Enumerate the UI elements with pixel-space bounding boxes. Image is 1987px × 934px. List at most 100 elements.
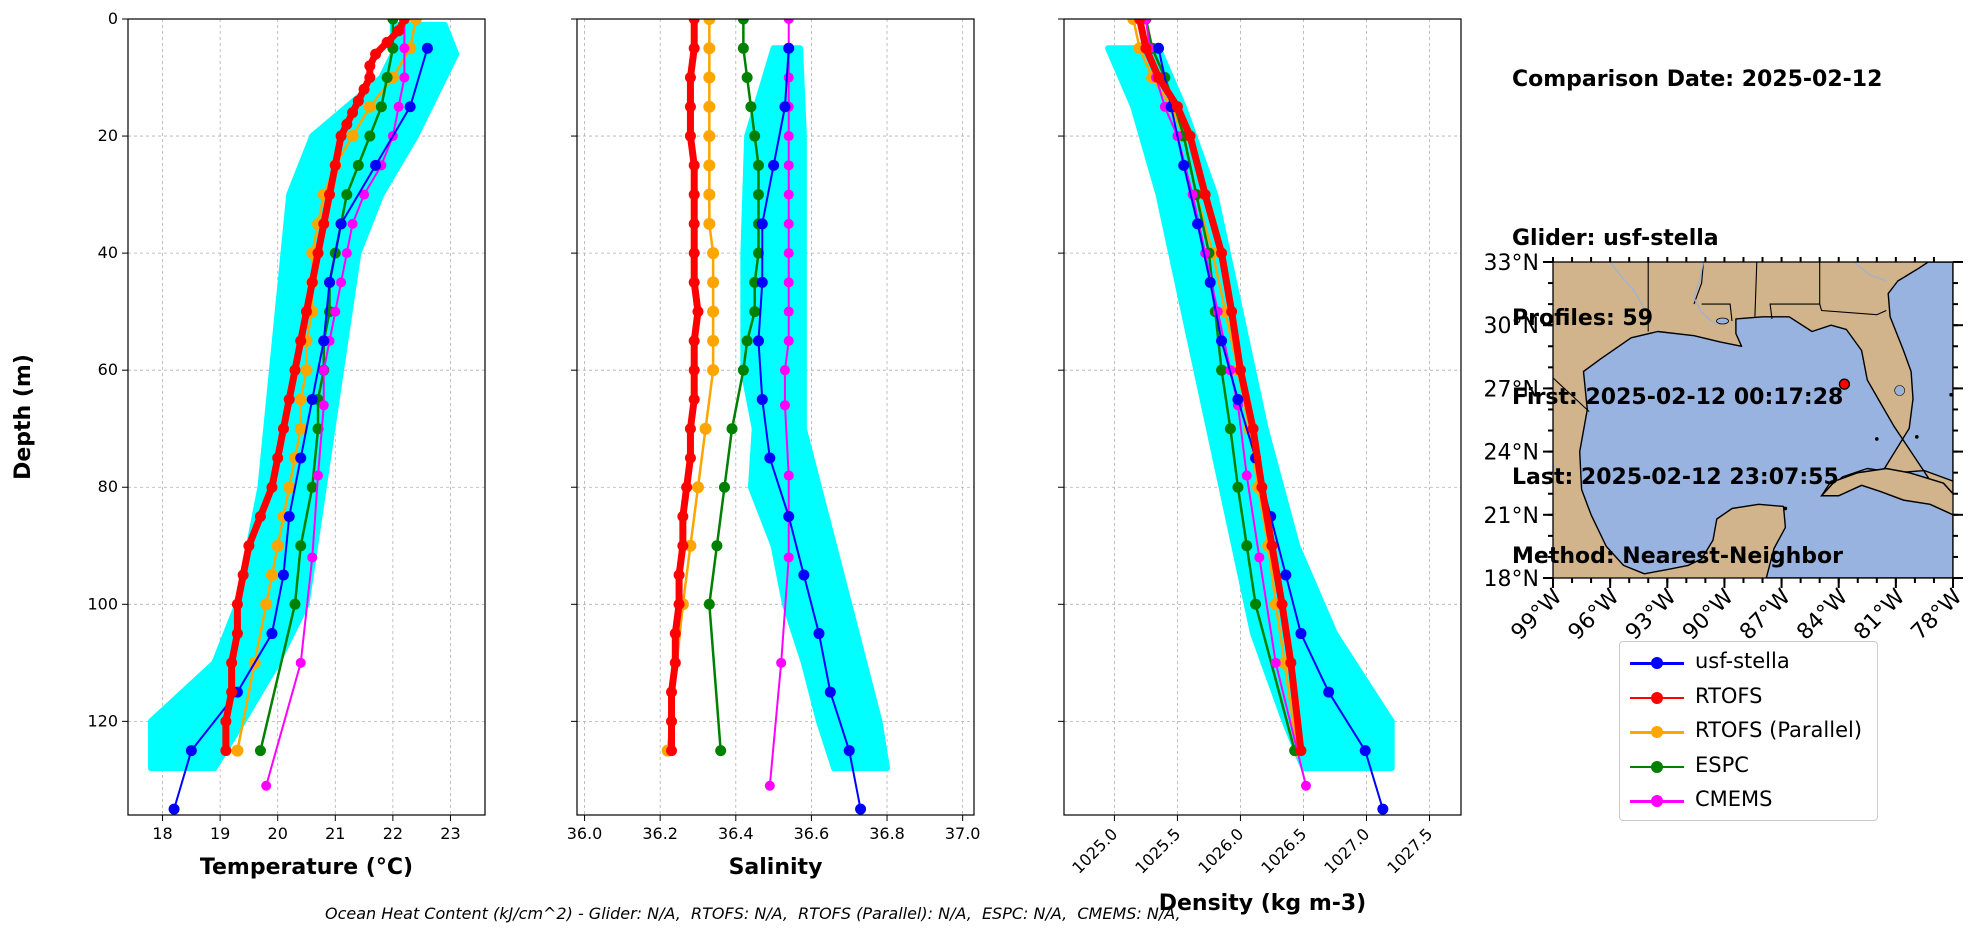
data-point [1140, 42, 1152, 54]
legend-item: RTOFS [1620, 683, 1877, 713]
gulf-of-mexico [1578, 262, 1953, 578]
island [1875, 437, 1879, 441]
data-point [673, 598, 685, 610]
axes-frame [576, 18, 975, 816]
data-point [666, 686, 678, 698]
data-point [726, 423, 738, 435]
data-point [266, 481, 278, 493]
data-point [358, 83, 370, 95]
y-tick-label: 60 [98, 360, 118, 379]
data-point [398, 19, 410, 25]
data-point [737, 19, 749, 25]
lat-label: 27°N [1484, 377, 1539, 402]
data-point [703, 159, 716, 172]
first-time: First: 2025-02-12 00:17:28 [1512, 385, 1844, 410]
data-point [220, 745, 232, 757]
river [1853, 262, 1887, 282]
data-point [783, 160, 794, 171]
data-point [688, 19, 700, 25]
data-point [254, 745, 266, 757]
data-point [684, 423, 696, 435]
axes-frame [1063, 18, 1462, 816]
data-point [749, 130, 761, 142]
data-point [364, 60, 376, 72]
x-tick-label: 36.8 [869, 824, 905, 843]
series-espc [703, 19, 764, 757]
data-point [688, 364, 700, 376]
data-point [1232, 481, 1244, 493]
data-point [703, 19, 716, 25]
data-point [703, 217, 716, 230]
data-point [237, 569, 249, 581]
data-point [330, 306, 341, 317]
plot-area [148, 19, 460, 815]
river [1553, 463, 1562, 478]
data-point [1134, 19, 1146, 25]
data-point [813, 628, 825, 640]
data-point [295, 657, 306, 668]
legend-label: usf-stella [1695, 649, 1790, 673]
data-point [699, 422, 712, 435]
profile-count: Profiles: 59 [1512, 305, 1654, 331]
series-line [757, 48, 862, 810]
series-cmems [261, 19, 410, 791]
data-point [1216, 364, 1228, 376]
y-tick-label: 0 [108, 9, 118, 28]
x-tick-label: 1027.5 [1383, 824, 1436, 877]
lat-label: 21°N [1484, 504, 1539, 529]
data-point [283, 481, 296, 494]
data-point [1295, 745, 1307, 757]
data-point [741, 335, 753, 347]
data-point [272, 452, 284, 464]
data-point [381, 72, 393, 84]
data-point [1377, 803, 1389, 815]
x-tick-label: 37.0 [945, 824, 981, 843]
data-point [692, 306, 704, 318]
profile-panel-1: 18 19 20 21 22 23 0 20 40 60 80 100 120 Temperature (… [11, 9, 486, 880]
state-border [1553, 377, 1590, 413]
x-tick-label: 20 [268, 824, 288, 843]
legend-marker [1651, 795, 1663, 807]
series-line [668, 19, 702, 751]
data-point [306, 276, 318, 288]
data-point [294, 393, 307, 406]
lat-label: 18°N [1484, 567, 1539, 592]
data-point [1199, 189, 1211, 201]
data-point [707, 364, 720, 377]
data-point [752, 247, 764, 259]
data-point [301, 306, 312, 318]
data-point [783, 248, 794, 259]
data-point [335, 218, 347, 230]
data-point [749, 306, 761, 318]
data-point [1234, 364, 1246, 376]
island [1915, 435, 1919, 439]
state-border [1693, 262, 1705, 305]
y-tick-label: 80 [98, 477, 118, 496]
data-point [289, 364, 301, 376]
data-point [1178, 159, 1190, 171]
data-point [779, 365, 790, 376]
data-point [783, 306, 794, 317]
y-tick-label: 100 [87, 594, 118, 613]
data-point [688, 247, 700, 259]
data-point [336, 277, 347, 288]
last-time: Last: 2025-02-12 23:07:55 [1512, 464, 1839, 490]
data-point [243, 540, 255, 552]
data-point [1247, 423, 1259, 435]
data-point [1285, 657, 1297, 669]
data-point [231, 744, 244, 757]
data-point [741, 72, 753, 84]
data-point [307, 552, 318, 563]
river [1609, 262, 1645, 309]
x-tick-label: 36.2 [642, 824, 678, 843]
data-point [783, 72, 794, 83]
data-point [703, 42, 716, 55]
data-point [711, 540, 723, 552]
data-point [231, 628, 243, 640]
lat-label: 30°N [1484, 314, 1539, 339]
legend-item: ESPC [1620, 752, 1877, 782]
ohc-footer: Ocean Heat Content (kJ/cm^2) - Glider: N… [325, 904, 1181, 923]
data-point [783, 470, 794, 481]
cuba [1819, 467, 1953, 516]
data-point [260, 598, 273, 611]
